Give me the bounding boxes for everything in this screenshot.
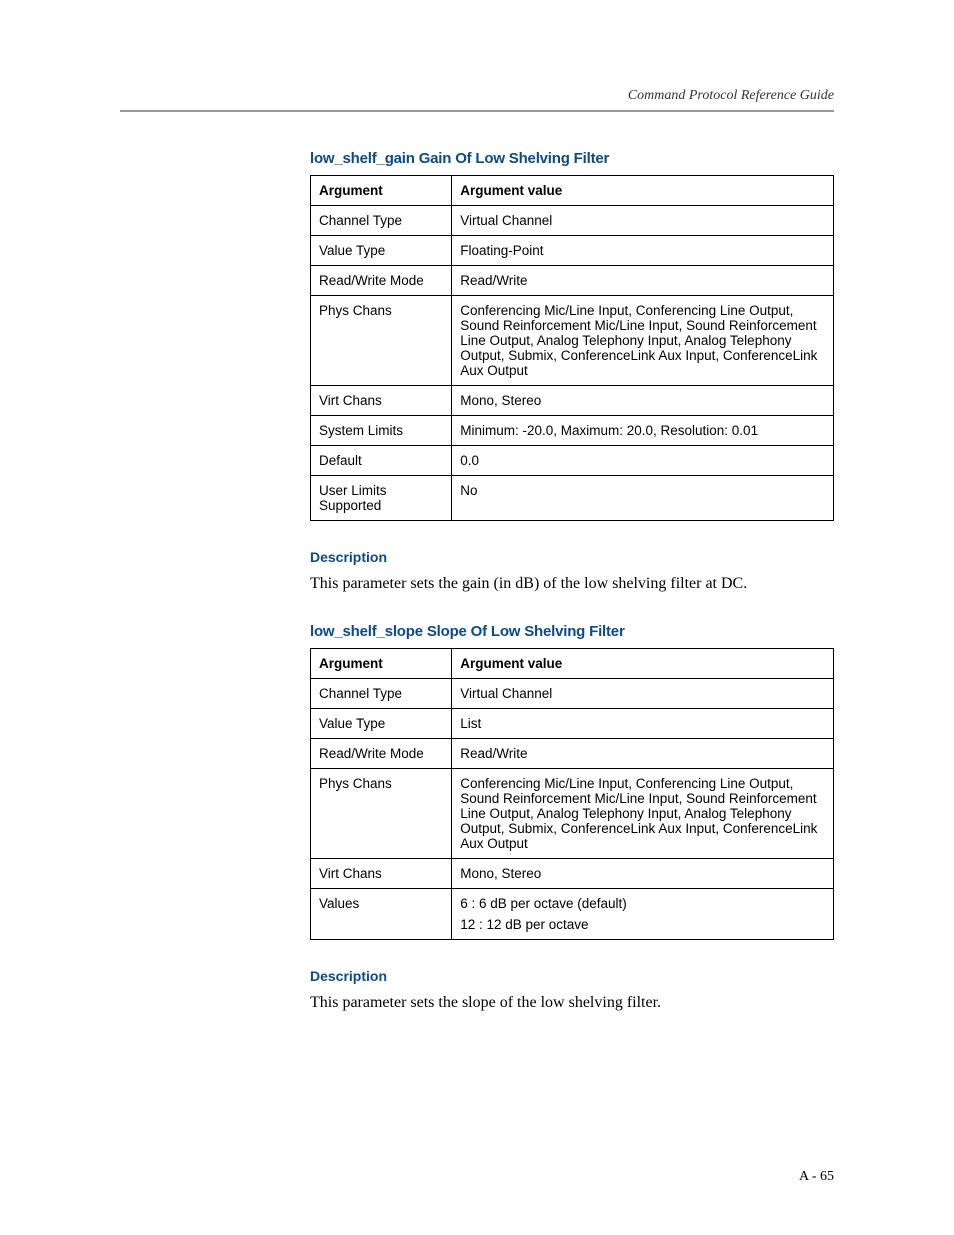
argument-table-low-shelf-gain: Argument Argument value Channel Type Vir… (310, 175, 834, 521)
argument-value-cell: Read/Write (452, 739, 834, 769)
table-row: Channel Type Virtual Channel (311, 679, 834, 709)
argument-value-cell: Floating-Point (452, 236, 834, 266)
argument-value-cell: Minimum: -20.0, Maximum: 20.0, Resolutio… (452, 416, 834, 446)
argument-cell: Phys Chans (311, 296, 452, 386)
argument-value-cell: Conferencing Mic/Line Input, Conferencin… (452, 769, 834, 859)
description-heading: Description (310, 549, 834, 565)
section-heading-low-shelf-gain: low_shelf_gain Gain Of Low Shelving Filt… (310, 150, 834, 167)
table-row: Channel Type Virtual Channel (311, 206, 834, 236)
page-number: A - 65 (799, 1169, 834, 1185)
document-page: Command Protocol Reference Guide low_she… (0, 0, 954, 1235)
table-row: System Limits Minimum: -20.0, Maximum: 2… (311, 416, 834, 446)
argument-cell: User Limits Supported (311, 476, 452, 521)
table-row: Phys Chans Conferencing Mic/Line Input, … (311, 769, 834, 859)
table-row: Virt Chans Mono, Stereo (311, 859, 834, 889)
header-rule (120, 110, 834, 112)
content-column: low_shelf_gain Gain Of Low Shelving Filt… (310, 150, 834, 1012)
argument-value-cell: Read/Write (452, 266, 834, 296)
column-header-argument-value: Argument value (452, 649, 834, 679)
argument-cell: System Limits (311, 416, 452, 446)
table-row: Values 6 : 6 dB per octave (default) 12 … (311, 889, 834, 940)
argument-cell: Virt Chans (311, 859, 452, 889)
argument-cell: Read/Write Mode (311, 739, 452, 769)
argument-cell: Phys Chans (311, 769, 452, 859)
table-header-row: Argument Argument value (311, 176, 834, 206)
argument-cell: Channel Type (311, 206, 452, 236)
description-heading: Description (310, 968, 834, 984)
table-row: Read/Write Mode Read/Write (311, 266, 834, 296)
column-header-argument: Argument (311, 176, 452, 206)
page-header: Command Protocol Reference Guide (120, 88, 834, 104)
description-body: This parameter sets the slope of the low… (310, 994, 834, 1012)
table-row: User Limits Supported No (311, 476, 834, 521)
argument-cell: Value Type (311, 236, 452, 266)
argument-cell: Channel Type (311, 679, 452, 709)
description-body: This parameter sets the gain (in dB) of … (310, 575, 834, 593)
value-line: 6 : 6 dB per octave (default) (460, 896, 825, 911)
section-heading-low-shelf-slope: low_shelf_slope Slope Of Low Shelving Fi… (310, 623, 834, 640)
table-row: Virt Chans Mono, Stereo (311, 386, 834, 416)
argument-value-cell: 0.0 (452, 446, 834, 476)
argument-cell: Value Type (311, 709, 452, 739)
table-row: Default 0.0 (311, 446, 834, 476)
table-row: Value Type Floating-Point (311, 236, 834, 266)
column-header-argument-value: Argument value (452, 176, 834, 206)
argument-cell: Read/Write Mode (311, 266, 452, 296)
value-line: 12 : 12 dB per octave (460, 917, 825, 932)
table-row: Read/Write Mode Read/Write (311, 739, 834, 769)
argument-value-cell: No (452, 476, 834, 521)
table-row: Value Type List (311, 709, 834, 739)
table-row: Phys Chans Conferencing Mic/Line Input, … (311, 296, 834, 386)
argument-value-cell: 6 : 6 dB per octave (default) 12 : 12 dB… (452, 889, 834, 940)
argument-value-cell: List (452, 709, 834, 739)
argument-value-cell: Virtual Channel (452, 206, 834, 236)
table-header-row: Argument Argument value (311, 649, 834, 679)
argument-table-low-shelf-slope: Argument Argument value Channel Type Vir… (310, 648, 834, 940)
argument-cell: Values (311, 889, 452, 940)
argument-value-cell: Conferencing Mic/Line Input, Conferencin… (452, 296, 834, 386)
argument-value-cell: Mono, Stereo (452, 386, 834, 416)
argument-cell: Default (311, 446, 452, 476)
column-header-argument: Argument (311, 649, 452, 679)
argument-value-cell: Virtual Channel (452, 679, 834, 709)
argument-cell: Virt Chans (311, 386, 452, 416)
argument-value-cell: Mono, Stereo (452, 859, 834, 889)
